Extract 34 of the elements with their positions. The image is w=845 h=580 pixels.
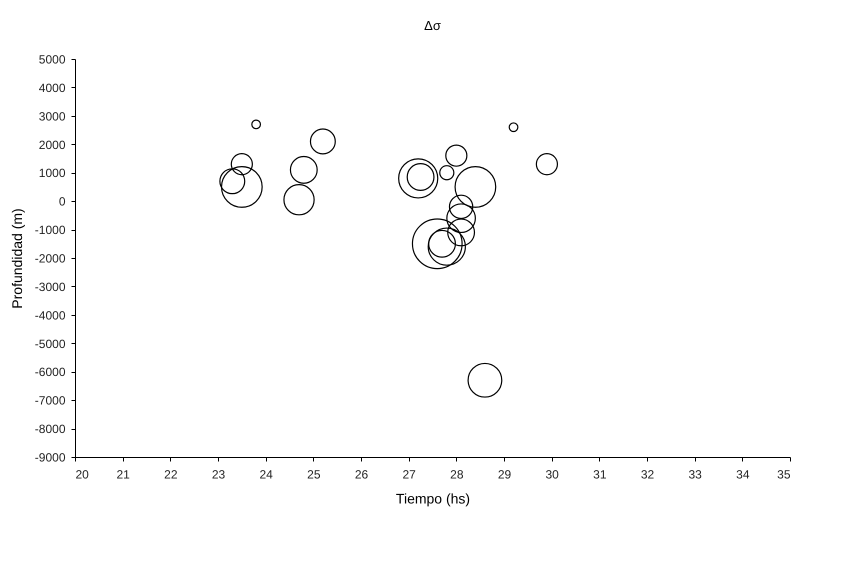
y-tick-label: -5000 — [34, 336, 66, 351]
y-tick-label: 5000 — [38, 52, 66, 66]
x-tick-label: 35 — [777, 468, 791, 482]
y-tick-label: 1000 — [38, 166, 66, 180]
x-tick-label: 30 — [545, 468, 560, 482]
x-tick-label: 27 — [402, 468, 416, 482]
x-tick-label: 29 — [498, 468, 512, 482]
x-tick-label: 24 — [259, 468, 274, 482]
y-tick-label: -6000 — [34, 365, 66, 380]
x-tick-label: 33 — [688, 468, 702, 482]
x-tick-label: 25 — [307, 468, 321, 482]
x-tick-label: 20 — [76, 468, 90, 482]
x-tick-label: 26 — [354, 468, 368, 482]
x-tick-label: 23 — [212, 468, 226, 482]
y-tick-label: 3000 — [38, 109, 66, 124]
x-tick-label: 32 — [640, 468, 654, 482]
y-tick-label: -3000 — [34, 280, 66, 294]
x-tick-label: 31 — [593, 468, 607, 482]
y-tick-label: 2000 — [38, 138, 66, 152]
chart-title: Δσ — [424, 18, 441, 33]
y-tick-label: -2000 — [34, 252, 66, 266]
x-tick-label: 34 — [736, 468, 750, 482]
y-tick-label: -4000 — [34, 308, 66, 322]
x-tick-label: 28 — [450, 468, 464, 482]
y-tick-label: 4000 — [38, 80, 66, 95]
y-tick-label: 0 — [58, 194, 66, 209]
x-tick-label: 22 — [164, 468, 178, 482]
y-tick-label: -1000 — [34, 223, 66, 238]
y-tick-label: -9000 — [34, 450, 66, 464]
y-tick-label: -8000 — [34, 422, 66, 436]
x-axis-title: Tiempo (hs) — [396, 490, 470, 506]
y-tick-label: -7000 — [34, 394, 66, 408]
y-axis-title: Profundidad (m) — [8, 208, 25, 309]
x-tick-label: 21 — [116, 468, 130, 482]
